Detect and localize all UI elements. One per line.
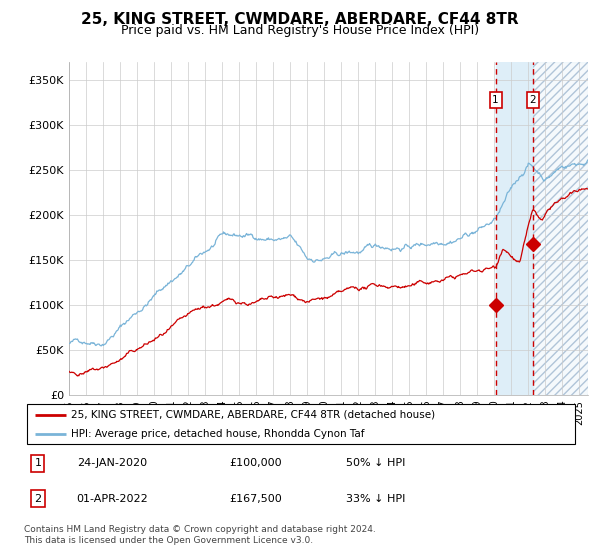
Text: Price paid vs. HM Land Registry's House Price Index (HPI): Price paid vs. HM Land Registry's House … <box>121 24 479 36</box>
FancyBboxPatch shape <box>27 404 575 445</box>
Bar <box>533 62 588 395</box>
Text: 2: 2 <box>34 493 41 503</box>
Text: 1: 1 <box>492 95 499 105</box>
Text: 2: 2 <box>529 95 536 105</box>
Text: 01-APR-2022: 01-APR-2022 <box>77 493 148 503</box>
Text: HPI: Average price, detached house, Rhondda Cynon Taf: HPI: Average price, detached house, Rhon… <box>71 429 365 439</box>
Text: 25, KING STREET, CWMDARE, ABERDARE, CF44 8TR (detached house): 25, KING STREET, CWMDARE, ABERDARE, CF44… <box>71 409 436 419</box>
Text: 1: 1 <box>34 459 41 468</box>
Bar <box>496 62 533 395</box>
Text: £167,500: £167,500 <box>229 493 282 503</box>
Bar <box>533 62 588 395</box>
Text: 25, KING STREET, CWMDARE, ABERDARE, CF44 8TR: 25, KING STREET, CWMDARE, ABERDARE, CF44… <box>81 12 519 27</box>
Text: 24-JAN-2020: 24-JAN-2020 <box>77 459 147 468</box>
Text: £100,000: £100,000 <box>229 459 282 468</box>
Text: 33% ↓ HPI: 33% ↓ HPI <box>346 493 405 503</box>
Text: Contains HM Land Registry data © Crown copyright and database right 2024.
This d: Contains HM Land Registry data © Crown c… <box>24 525 376 545</box>
Text: 50% ↓ HPI: 50% ↓ HPI <box>346 459 405 468</box>
